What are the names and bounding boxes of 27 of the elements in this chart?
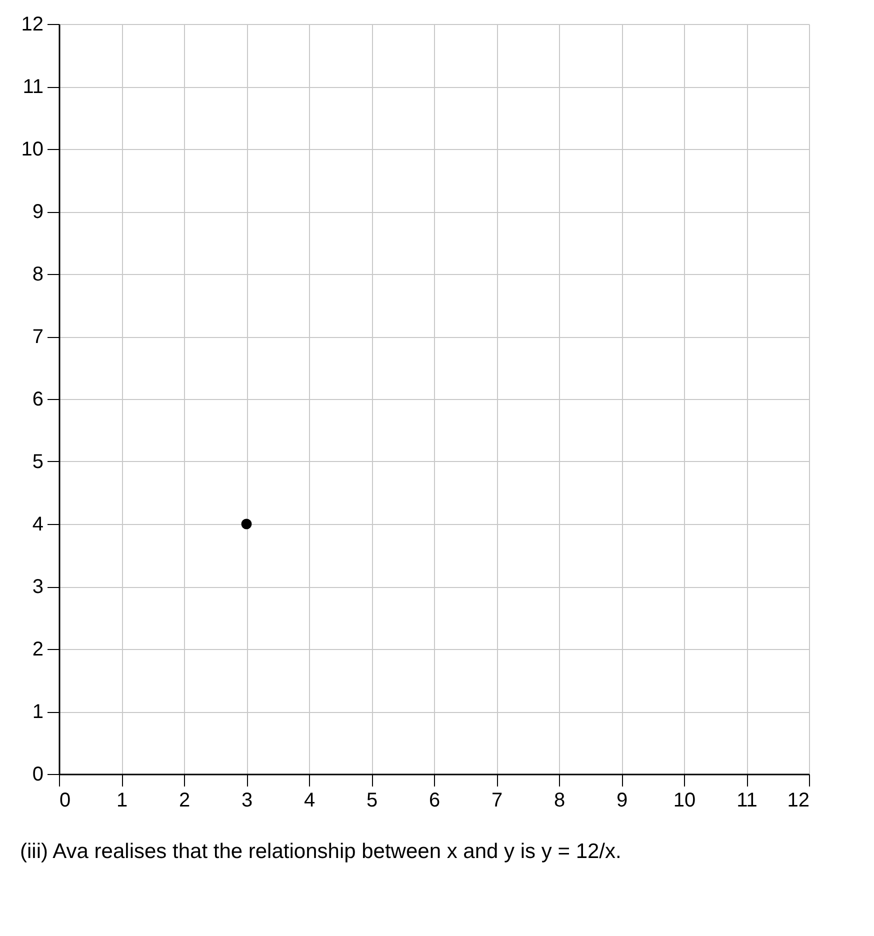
y-tick-label: 10: [21, 138, 44, 160]
x-tick-label: 12: [787, 790, 810, 812]
y-tick-label: 1: [32, 701, 44, 723]
y-tick-label: 0: [32, 764, 44, 786]
x-tick-label: 6: [428, 790, 440, 812]
x-tick-label: 5: [366, 790, 378, 812]
x-tick-label: 8: [554, 790, 566, 812]
y-tick-label: 9: [32, 201, 44, 223]
text: (iii) Ava realises that the relationship between x and y is y = 12/x.: [20, 840, 622, 864]
x-tick-label: 1: [116, 790, 128, 812]
x-tick-label: 2: [178, 790, 190, 812]
y-tick-label: 8: [32, 264, 44, 286]
y-tick-label: 6: [32, 388, 44, 410]
x-tick-label: 7: [491, 790, 503, 812]
y-tick-label: 4: [32, 514, 44, 536]
x-tick-label: 3: [241, 790, 253, 812]
x-tick-label: 4: [304, 790, 316, 812]
y-tick-label: 11: [22, 76, 44, 98]
y-tick-label: 7: [32, 326, 44, 348]
x-tick-label: 11: [736, 790, 758, 812]
y-tick-label: 2: [32, 638, 44, 660]
y-tick-label: 5: [32, 451, 44, 473]
y-tick-label: 12: [21, 14, 44, 36]
y-tick-label: 3: [32, 576, 44, 598]
x-tick-label: 10: [673, 790, 696, 812]
x-tick-label: 9: [616, 790, 628, 812]
x-tick-label: 0: [60, 790, 71, 812]
